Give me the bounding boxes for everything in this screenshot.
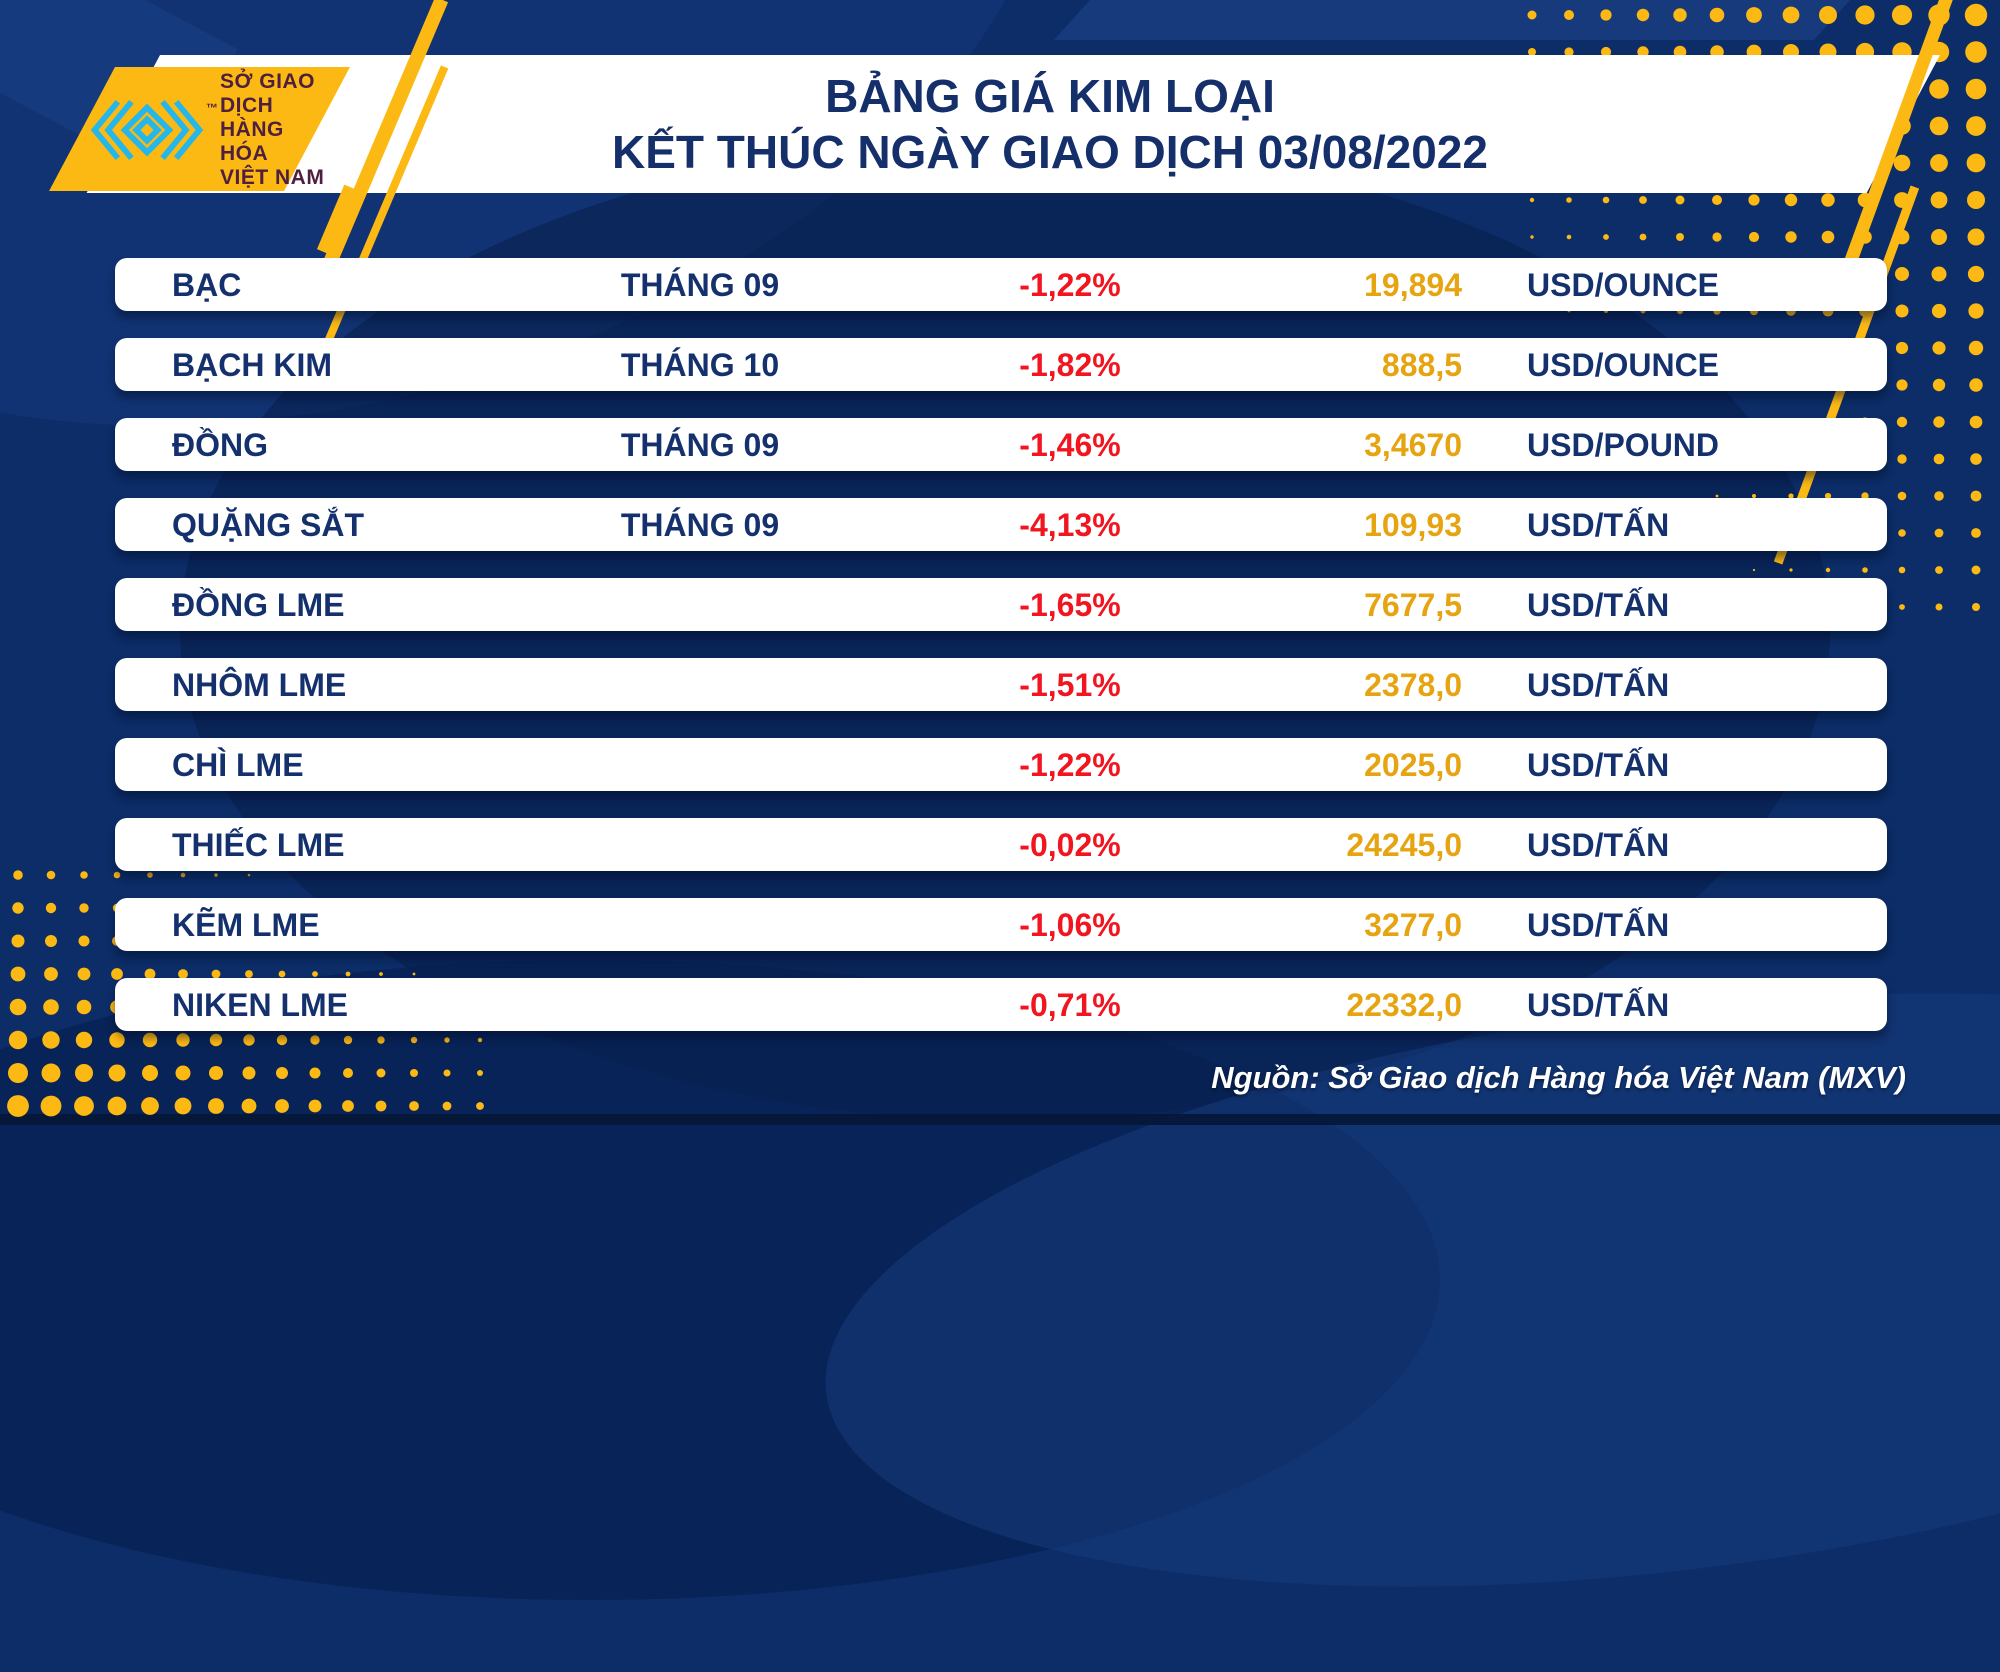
background-band bbox=[1053, 0, 1867, 40]
table-row: NIKEN LME -0,71% 22332,0 USD/TẤN bbox=[115, 978, 1887, 1031]
mxv-logo: ™ SỞ GIAO DỊCH HÀNG HÓA VIỆT NAM bbox=[88, 70, 338, 189]
contract-month: THÁNG 10 bbox=[620, 347, 780, 383]
percent-change: -4,13% bbox=[1019, 507, 1121, 543]
commodity-name: KẼM LME bbox=[172, 907, 320, 943]
percent-change: -1,22% bbox=[1019, 747, 1121, 783]
contract-month: THÁNG 09 bbox=[620, 267, 780, 303]
price-value: 7677,5 bbox=[1364, 587, 1462, 623]
commodity-name: QUẶNG SẮT bbox=[172, 507, 364, 543]
table-row: KẼM LME -1,06% 3277,0 USD/TẤN bbox=[115, 898, 1887, 951]
price-value: 22332,0 bbox=[1346, 987, 1462, 1023]
percent-change: -0,71% bbox=[1019, 987, 1121, 1023]
title-line-2: KẾT THÚC NGÀY GIAO DỊCH 03/08/2022 bbox=[612, 126, 1488, 178]
price-unit: USD/TẤN bbox=[1527, 827, 1670, 863]
price-unit: USD/POUND bbox=[1527, 427, 1720, 463]
accent-line bbox=[316, 184, 360, 256]
price-value: 888,5 bbox=[1381, 347, 1462, 383]
percent-change: -1,22% bbox=[1019, 267, 1121, 303]
price-value: 3,4670 bbox=[1364, 427, 1462, 463]
table-row: ĐỒNG THÁNG 09 -1,46% 3,4670 USD/POUND bbox=[115, 418, 1887, 471]
mxv-logo-icon bbox=[90, 99, 204, 161]
price-value: 2378,0 bbox=[1364, 667, 1462, 703]
price-unit: USD/TẤN bbox=[1527, 507, 1670, 543]
trademark-symbol: ™ bbox=[206, 101, 218, 115]
price-unit: USD/OUNCE bbox=[1527, 267, 1720, 303]
contract-month: THÁNG 09 bbox=[620, 507, 780, 543]
source-credit: Nguồn: Sở Giao dịch Hàng hóa Việt Nam (M… bbox=[1211, 1060, 1906, 1095]
price-value: 19,894 bbox=[1364, 267, 1462, 303]
percent-change: -1,82% bbox=[1019, 347, 1121, 383]
logo-org-line-2: HÀNG HÓA bbox=[220, 118, 284, 165]
price-unit: USD/TẤN bbox=[1527, 747, 1670, 783]
percent-change: -1,46% bbox=[1019, 427, 1121, 463]
price-value: 3277,0 bbox=[1364, 907, 1462, 943]
price-unit: USD/TẤN bbox=[1527, 987, 1670, 1023]
percent-change: -1,51% bbox=[1019, 667, 1121, 703]
price-unit: USD/TẤN bbox=[1527, 587, 1670, 623]
commodity-name: NIKEN LME bbox=[172, 987, 348, 1023]
table-row: BẠC THÁNG 09 -1,22% 19,894 USD/OUNCE bbox=[115, 258, 1887, 311]
page-title: BẢNG GIÁ KIM LOẠI KẾT THÚC NGÀY GIAO DỊC… bbox=[160, 55, 1940, 193]
commodity-name: THIẾC LME bbox=[172, 827, 345, 863]
price-unit: USD/TẤN bbox=[1527, 667, 1670, 703]
table-row: ĐỒNG LME -1,65% 7677,5 USD/TẤN bbox=[115, 578, 1887, 631]
table-row: NHÔM LME -1,51% 2378,0 USD/TẤN bbox=[115, 658, 1887, 711]
commodity-name: BẠCH KIM bbox=[172, 347, 332, 383]
table-row: CHÌ LME -1,22% 2025,0 USD/TẤN bbox=[115, 738, 1887, 791]
commodity-name: CHÌ LME bbox=[172, 747, 304, 783]
percent-change: -1,06% bbox=[1019, 907, 1121, 943]
price-unit: USD/TẤN bbox=[1527, 907, 1670, 943]
logo-org-line-3: VIỆT NAM bbox=[220, 166, 325, 189]
commodity-name: ĐỒNG LME bbox=[172, 587, 345, 623]
contract-month bbox=[535, 658, 865, 711]
price-value: 2025,0 bbox=[1364, 747, 1462, 783]
commodity-name: NHÔM LME bbox=[172, 667, 347, 703]
price-unit: USD/OUNCE bbox=[1527, 347, 1720, 383]
contract-month bbox=[535, 578, 865, 631]
table-row: THIẾC LME -0,02% 24245,0 USD/TẤN bbox=[115, 818, 1887, 871]
logo-org-name: SỞ GIAO DỊCH HÀNG HÓA VIỆT NAM bbox=[220, 70, 338, 190]
contract-month bbox=[535, 738, 865, 791]
percent-change: -0,02% bbox=[1019, 827, 1121, 863]
logo-org-line-1: SỞ GIAO DỊCH bbox=[220, 70, 315, 117]
percent-change: -1,65% bbox=[1019, 587, 1121, 623]
background-strip bbox=[0, 1114, 2000, 1125]
commodity-name: ĐỒNG bbox=[172, 427, 268, 463]
commodity-name: BẠC bbox=[172, 267, 242, 303]
contract-month bbox=[535, 978, 865, 1031]
price-table: BẠC THÁNG 09 -1,22% 19,894 USD/OUNCE BẠC… bbox=[0, 258, 2000, 1058]
price-value: 24245,0 bbox=[1346, 827, 1462, 863]
table-row: BẠCH KIM THÁNG 10 -1,82% 888,5 USD/OUNCE bbox=[115, 338, 1887, 391]
contract-month bbox=[535, 818, 865, 871]
contract-month: THÁNG 09 bbox=[620, 427, 780, 463]
table-row: QUẶNG SẮT THÁNG 09 -4,13% 109,93 USD/TẤN bbox=[115, 498, 1887, 551]
title-line-1: BẢNG GIÁ KIM LOẠI bbox=[825, 70, 1275, 122]
contract-month bbox=[535, 898, 865, 951]
price-value: 109,93 bbox=[1364, 507, 1462, 543]
